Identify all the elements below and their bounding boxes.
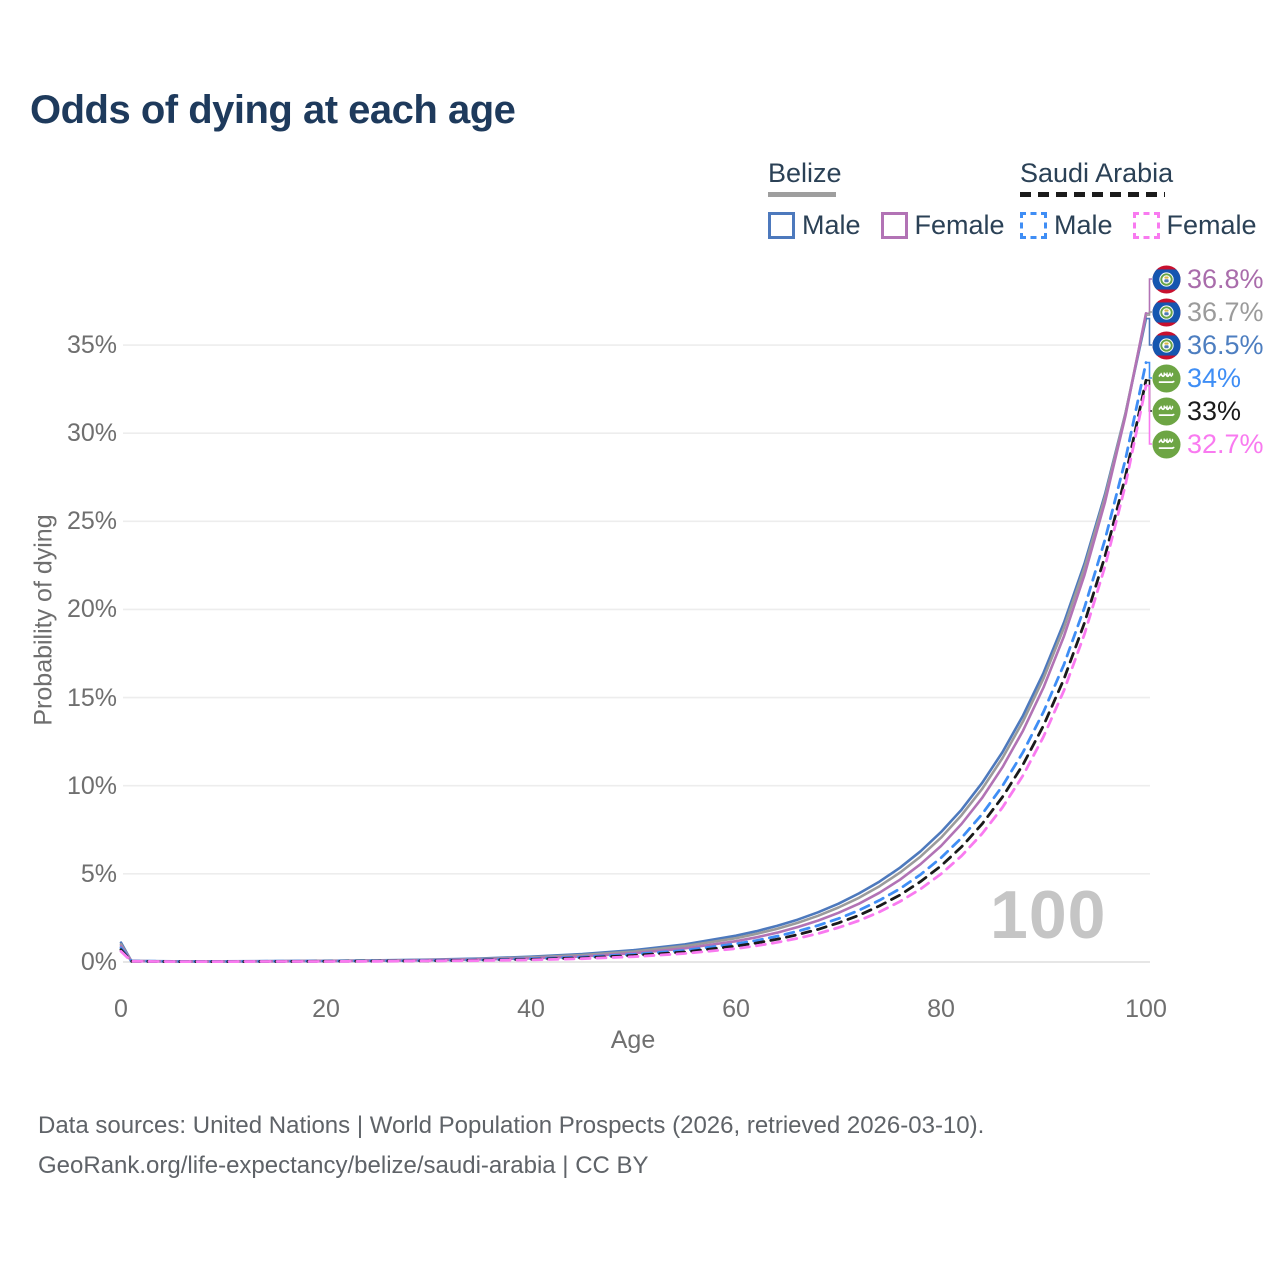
belize-flag-icon	[1152, 331, 1181, 360]
legend-group-saudi-title: Saudi Arabia	[1020, 158, 1174, 188]
series-line-saudi-arabia-male[interactable]	[119, 361, 1148, 963]
end-label-value: 32.7%	[1187, 428, 1264, 459]
series-line-belize-male[interactable]	[119, 317, 1148, 963]
saudi-flag-icon	[1152, 429, 1181, 459]
y-tick-label-15%: 15%	[66, 683, 117, 712]
belize-male-swatch-icon[interactable]	[768, 212, 795, 239]
end-label-connector-belize-male	[1146, 317, 1152, 346]
end-label-connector-belize-both-sexes	[1146, 311, 1152, 316]
end-label-belize-both-sexes: 36.7%	[1152, 297, 1264, 327]
legend-group-belize-title: Belize	[768, 158, 842, 188]
end-label-belize-female: 36.8%	[1152, 264, 1264, 294]
saudi-flag-icon	[1152, 396, 1181, 426]
end-label-value: 33%	[1187, 395, 1242, 426]
end-label-value: 36.7%	[1187, 296, 1264, 327]
saudi-male-swatch-icon[interactable]	[1020, 212, 1047, 239]
x-tick-label-40: 40	[517, 995, 545, 1023]
belize-flag-icon	[1152, 265, 1181, 294]
x-tick-label-60: 60	[722, 995, 750, 1023]
legend-item-label: Female	[1166, 210, 1257, 240]
series-line-saudi-arabia-female[interactable]	[119, 384, 1148, 963]
legend-saudi-dashed-line-sample	[1020, 192, 1165, 197]
footer-attribution: GeoRank.org/life-expectancy/belize/saudi…	[38, 1152, 649, 1179]
belize-flag-icon	[1152, 298, 1181, 327]
end-label-connector-saudi-arabia-male	[1146, 361, 1152, 379]
series-line-belize-both-sexes[interactable]	[119, 313, 1148, 963]
legend-item-belize-male[interactable]: Male	[768, 210, 861, 241]
legend-group-belize: Belize Male Female	[768, 158, 1025, 241]
page-title: Odds of dying at each age	[30, 88, 516, 132]
legend-item-label: Female	[914, 210, 1005, 240]
x-tick-label-100: 100	[1125, 995, 1167, 1023]
y-tick-label-25%: 25%	[66, 507, 117, 536]
end-label-saudi-arabia-both-sexes: 33%	[1152, 396, 1241, 426]
end-label-value: 36.8%	[1187, 263, 1264, 294]
y-tick-label-20%: 20%	[66, 595, 117, 624]
saudi-flag-icon	[1152, 363, 1181, 393]
footer-data-sources: Data sources: United Nations | World Pop…	[38, 1112, 985, 1139]
y-tick-label-30%: 30%	[66, 419, 117, 448]
end-label-value: 36.5%	[1187, 329, 1264, 360]
x-axis-title: Age	[610, 1026, 656, 1054]
end-label-saudi-arabia-male: 34%	[1152, 363, 1241, 393]
end-label-connector-saudi-arabia-female	[1146, 384, 1152, 445]
x-tick-label-80: 80	[927, 995, 955, 1023]
legend-belize-solid-line-sample	[768, 192, 836, 197]
y-tick-label-35%: 35%	[66, 331, 117, 360]
legend-item-label: Male	[1054, 210, 1113, 240]
y-tick-label-0%: 0%	[80, 948, 117, 976]
y-axis-title: Probability of dying	[29, 514, 58, 726]
x-tick-label-0: 0	[114, 995, 128, 1023]
series-line-saudi-arabia-both-sexes[interactable]	[119, 378, 1148, 963]
legend-item-belize-female[interactable]: Female	[880, 210, 1005, 241]
end-label-belize-male: 36.5%	[1152, 330, 1264, 360]
end-label-connector-belize-female	[1146, 278, 1152, 315]
y-tick-label-5%: 5%	[80, 859, 117, 888]
belize-female-swatch-icon[interactable]	[880, 212, 908, 239]
series-line-belize-female[interactable]	[119, 312, 1148, 963]
end-label-saudi-arabia-female: 32.7%	[1152, 429, 1264, 459]
y-tick-label-10%: 10%	[66, 771, 117, 800]
end-label-value: 34%	[1187, 362, 1242, 393]
legend-item-saudi-female[interactable]: Female	[1132, 210, 1257, 241]
legend-group-saudi-arabia: Saudi Arabia Male Female	[1020, 158, 1277, 241]
legend-item-saudi-male[interactable]: Male	[1020, 210, 1113, 241]
saudi-female-swatch-icon[interactable]	[1132, 212, 1160, 239]
legend-item-label: Male	[802, 210, 861, 240]
age-watermark: 100	[990, 877, 1107, 953]
footer: Data sources: United Nations | World Pop…	[38, 1106, 984, 1186]
x-tick-label-20: 20	[312, 995, 340, 1023]
